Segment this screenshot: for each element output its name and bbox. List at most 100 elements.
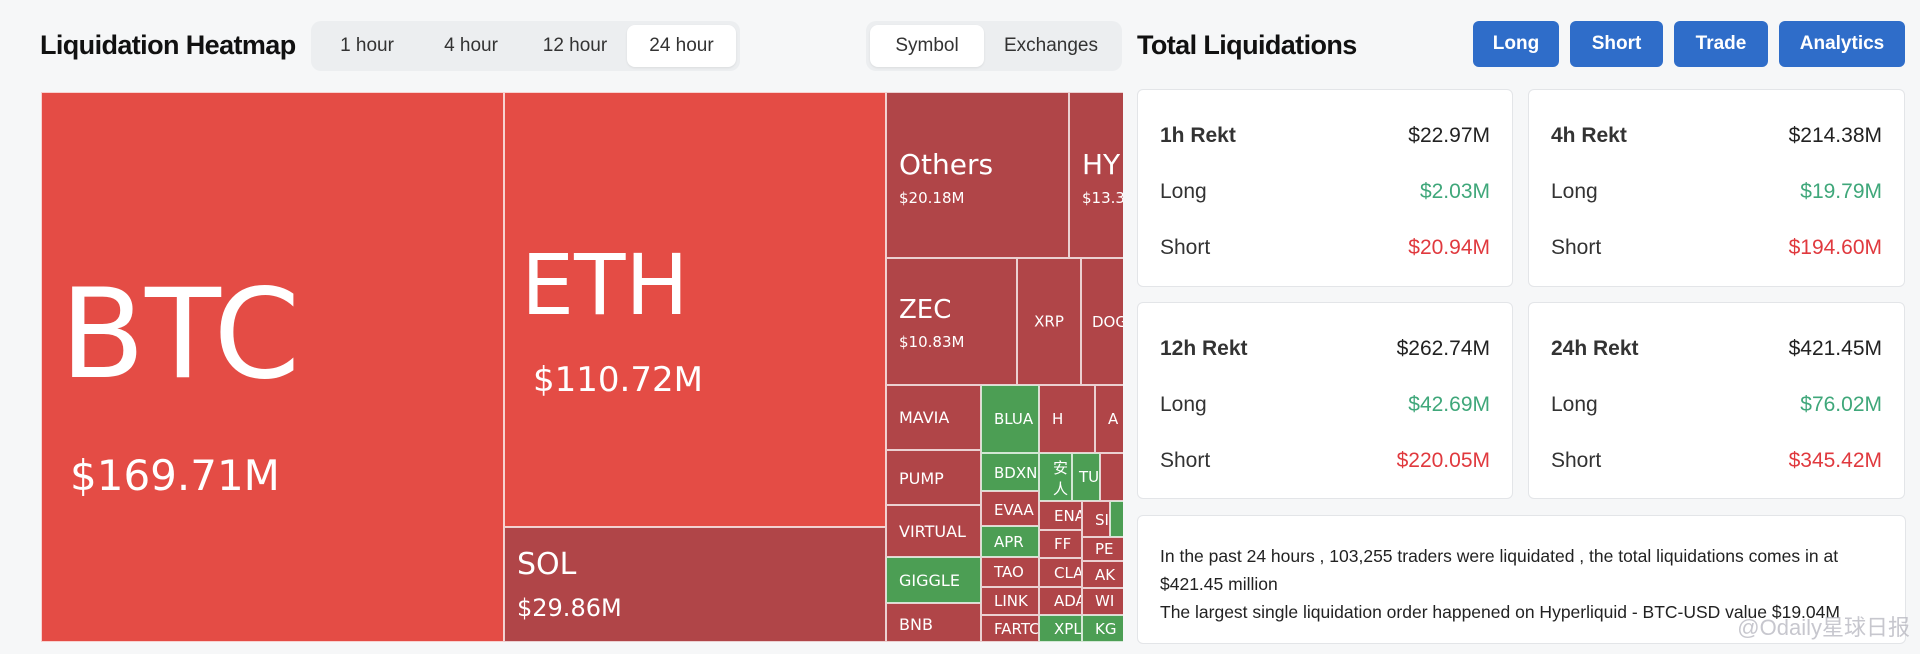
cell-symbol: CLA — [1054, 564, 1082, 582]
cell-symbol: FF — [1054, 535, 1072, 553]
long-value: $2.03M — [1419, 180, 1490, 203]
heatmap-cell-ak[interactable]: AK — [1082, 561, 1123, 588]
heatmap-cell-evaa[interactable]: EVAA — [981, 491, 1039, 526]
heatmap-cell-hype[interactable]: HY $13.3 — [1069, 92, 1123, 258]
timeframe-selector: 1 hour 4 hour 12 hour 24 hour — [311, 21, 740, 71]
tab-24-hour[interactable]: 24 hour — [627, 25, 736, 67]
heatmap-cell-blua[interactable]: BLUA — [981, 385, 1039, 453]
long-label: Long — [1551, 393, 1598, 416]
cell-symbol: FARTC — [994, 620, 1039, 638]
card-total: $421.45M — [1788, 337, 1882, 360]
cell-symbol: AK — [1095, 566, 1116, 584]
cell-value: $20.18M — [899, 189, 965, 207]
cell-symbol: ADA — [1054, 592, 1081, 610]
summary-line-2: The largest single liquidation order hap… — [1160, 602, 1840, 622]
heatmap-cell-sol[interactable]: SOL $29.86M — [504, 527, 886, 642]
long-label: Long — [1160, 180, 1207, 203]
card-label: 12h Rekt — [1160, 337, 1248, 360]
short-value: $20.94M — [1408, 236, 1490, 259]
tab-12-hour[interactable]: 12 hour — [542, 35, 608, 56]
cell-symbol: HY — [1082, 148, 1121, 181]
summary-line-1: In the past 24 hours , 103,255 traders w… — [1160, 546, 1839, 594]
rekt-card-1h: 1h Rekt $22.97M Long $2.03M Short $20.94M — [1137, 89, 1513, 287]
card-total: $22.97M — [1408, 124, 1490, 147]
heatmap-cell-others[interactable]: Others $20.18M — [886, 92, 1069, 258]
long-value: $42.69M — [1408, 393, 1490, 416]
cell-value: $29.86M — [517, 594, 622, 622]
heatmap-cell-a[interactable]: A — [1095, 385, 1123, 453]
cell-symbol: MAVIA — [899, 408, 950, 427]
long-button[interactable]: Long — [1473, 21, 1559, 67]
heatmap-cell-apr[interactable]: APR — [981, 526, 1039, 557]
cell-symbol: LINK — [994, 592, 1028, 610]
heatmap-cell-ada[interactable]: ADA — [1039, 587, 1082, 615]
heatmap-cell-xpl[interactable]: XPL — [1039, 615, 1082, 642]
cell-symbol: PUMP — [899, 469, 944, 488]
cell-symbol: SI — [1095, 511, 1109, 529]
cell-value: $169.71M — [70, 451, 280, 500]
cell-symbol: H — [1052, 410, 1064, 428]
cell-symbol: KG — [1095, 620, 1117, 638]
cell-value: $110.72M — [533, 360, 703, 400]
card-total: $214.38M — [1788, 124, 1882, 147]
heatmap-cell-zec[interactable]: ZEC $10.83M — [886, 258, 1017, 385]
cell-symbol: TU — [1079, 468, 1100, 486]
card-label: 24h Rekt — [1551, 337, 1639, 360]
heatmap-cell-si[interactable]: SI — [1082, 501, 1110, 537]
rekt-card-24h: 24h Rekt $421.45M Long $76.02M Short $345.4… — [1528, 302, 1905, 499]
cell-symbol: BLUA — [994, 410, 1034, 428]
heatmap-cell-virtual[interactable]: VIRTUAL — [886, 505, 981, 557]
heatmap-cell-bnb[interactable]: BNB — [886, 603, 981, 642]
short-label: Short — [1551, 236, 1602, 259]
short-label: Short — [1160, 449, 1211, 472]
cell-symbol: ENA — [1054, 507, 1082, 525]
heatmap-cell-h[interactable]: H — [1039, 385, 1095, 453]
heatmap-cell-farto[interactable]: FARTC — [981, 615, 1039, 642]
heatmap-cell-tiny-1[interactable] — [1100, 453, 1123, 501]
heatmap-cell-xrp[interactable]: XRP — [1017, 258, 1081, 385]
heatmap-cell-wi[interactable]: WI — [1082, 588, 1123, 615]
tab-exchanges[interactable]: Exchanges — [1003, 35, 1098, 56]
analytics-button[interactable]: Analytics — [1779, 21, 1905, 67]
cell-symbol: PE — [1095, 540, 1114, 558]
cell-symbol: BNB — [899, 615, 933, 634]
heatmap-cell-tao[interactable]: TAO — [981, 557, 1039, 587]
cell-symbol: TAO — [994, 563, 1024, 581]
heatmap-cell-cla[interactable]: CLA — [1039, 558, 1082, 587]
heatmap-cell-mavia[interactable]: MAVIA — [886, 385, 981, 450]
cell-symbol: BDXN — [994, 464, 1038, 482]
heatmap-cell-kg[interactable]: KG — [1082, 615, 1123, 642]
tab-symbol[interactable]: Symbol — [870, 25, 984, 67]
heatmap-cell-anren[interactable]: 安人 — [1039, 453, 1072, 501]
heatmap-title: Liquidation Heatmap — [40, 30, 296, 60]
heatmap-cell-doge[interactable]: DOG — [1081, 258, 1123, 385]
heatmap-cell-eth[interactable]: ETH $110.72M — [504, 92, 886, 527]
heatmap-cell-tiny-2[interactable] — [1110, 501, 1123, 537]
cell-symbol: BTC — [60, 263, 301, 407]
short-button[interactable]: Short — [1570, 21, 1663, 67]
cell-value: $13.3 — [1082, 189, 1123, 207]
cell-symbol: EVAA — [994, 501, 1034, 519]
short-value: $220.05M — [1396, 449, 1490, 472]
heatmap-cell-tu[interactable]: TU — [1072, 453, 1100, 501]
cell-symbol: GIGGLE — [899, 571, 960, 590]
tab-1-hour[interactable]: 1 hour — [340, 35, 394, 56]
cell-symbol: SOL — [517, 547, 577, 582]
liquidation-heatmap: BTC $169.71M ETH $110.72M SOL $29.86M Ot… — [41, 92, 1123, 642]
long-label: Long — [1160, 393, 1207, 416]
heatmap-cell-bdxn[interactable]: BDXN — [981, 453, 1039, 491]
heatmap-cell-pe[interactable]: PE — [1082, 537, 1123, 561]
short-label: Short — [1551, 449, 1602, 472]
cell-symbol: DOG — [1092, 313, 1123, 331]
heatmap-cell-pump[interactable]: PUMP — [886, 450, 981, 505]
heatmap-cell-ena[interactable]: ENA — [1039, 501, 1082, 530]
trade-button[interactable]: Trade — [1674, 21, 1768, 67]
heatmap-cell-ff[interactable]: FF — [1039, 530, 1082, 558]
cell-value: $10.83M — [899, 333, 965, 351]
view-selector: Symbol Exchanges — [866, 21, 1122, 71]
long-value: $19.79M — [1800, 180, 1882, 203]
heatmap-cell-btc[interactable]: BTC $169.71M — [41, 92, 504, 642]
heatmap-cell-link[interactable]: LINK — [981, 587, 1039, 615]
heatmap-cell-giggle[interactable]: GIGGLE — [886, 557, 981, 603]
tab-4-hour[interactable]: 4 hour — [444, 35, 498, 56]
